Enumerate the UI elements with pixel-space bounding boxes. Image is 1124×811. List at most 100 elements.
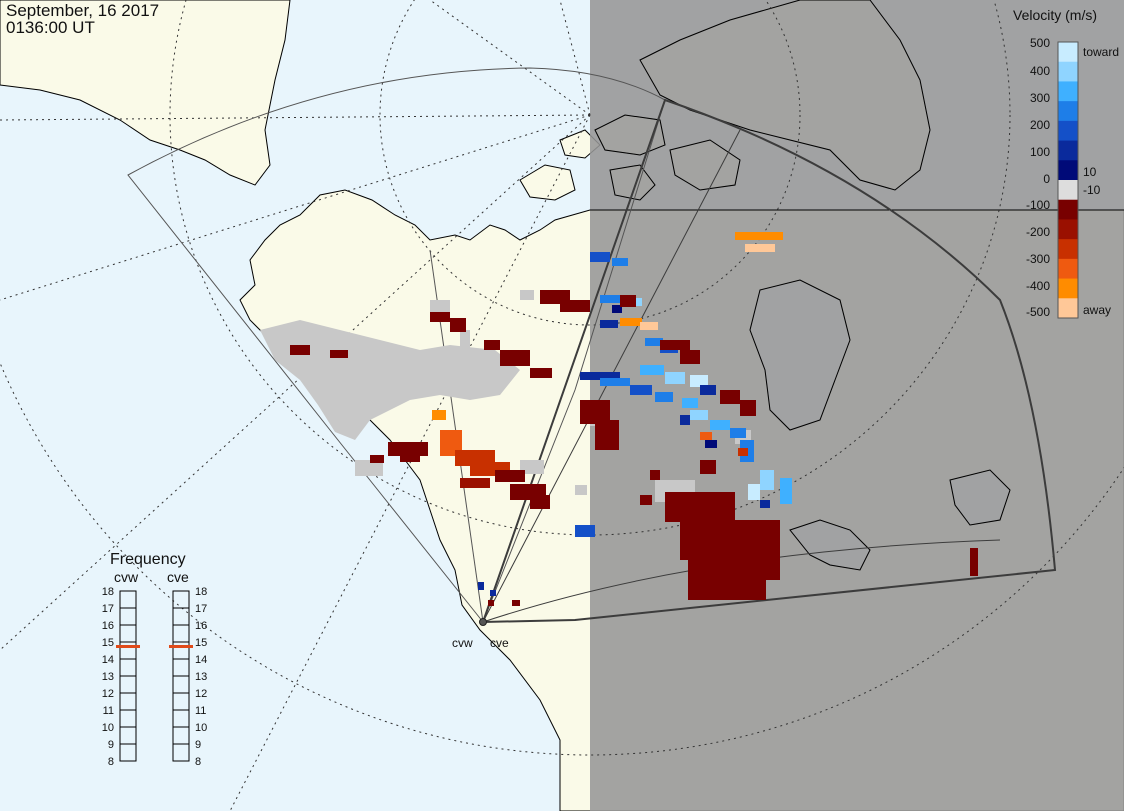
velocity-cell bbox=[495, 470, 525, 482]
night-coastlines bbox=[590, 0, 1124, 571]
velocity-toward-label: toward bbox=[1083, 45, 1119, 59]
velocity-cell bbox=[440, 430, 462, 456]
header-time: 0136:00 UT bbox=[6, 18, 95, 37]
velocity-cell bbox=[512, 600, 520, 606]
frequency-level-label: 17 bbox=[102, 603, 114, 615]
velocity-cell bbox=[738, 448, 748, 456]
velocity-tick-label: 400 bbox=[1030, 64, 1050, 78]
velocity-swatch bbox=[1058, 101, 1078, 122]
radar-east-label: cve bbox=[490, 636, 509, 650]
velocity-swatch bbox=[1058, 298, 1078, 319]
velocity-cell bbox=[432, 410, 446, 420]
velocity-cell bbox=[650, 470, 660, 480]
velocity-cell bbox=[690, 375, 708, 387]
velocity-cell bbox=[370, 455, 384, 463]
velocity-tick-label: 200 bbox=[1030, 118, 1050, 132]
velocity-tick-label: -400 bbox=[1026, 279, 1050, 293]
velocity-cell bbox=[612, 258, 628, 266]
velocity-cell bbox=[600, 295, 630, 303]
frequency-level-label: 11 bbox=[195, 705, 206, 717]
velocity-swatch bbox=[1058, 278, 1078, 299]
velocity-cell bbox=[620, 318, 642, 326]
velocity-cell bbox=[400, 452, 420, 462]
velocity-cell bbox=[680, 350, 700, 360]
velocity-swatch bbox=[1058, 258, 1078, 280]
velocity-cell bbox=[730, 428, 746, 438]
velocity-cell bbox=[700, 385, 716, 395]
velocity-swatch bbox=[1058, 219, 1078, 240]
velocity-cell bbox=[655, 392, 673, 402]
velocity-cell bbox=[484, 340, 500, 350]
velocity-cell bbox=[665, 372, 685, 384]
frequency-level-label: 12 bbox=[102, 688, 114, 700]
night-shading bbox=[590, 0, 1124, 811]
frequency-marker bbox=[116, 645, 140, 648]
frequency-panel: Frequency cvw cve 1817161514131211109818… bbox=[102, 551, 208, 768]
velocity-cell bbox=[745, 244, 775, 252]
velocity-cell bbox=[700, 432, 712, 440]
velocity-cell bbox=[680, 356, 700, 364]
velocity-cell bbox=[748, 484, 760, 500]
velocity-tick-label: -200 bbox=[1026, 225, 1050, 239]
velocity-cell bbox=[430, 312, 450, 322]
frequency-level-label: 8 bbox=[195, 756, 201, 768]
velocity-cell bbox=[580, 372, 620, 380]
velocity-swatch bbox=[1058, 120, 1078, 142]
velocity-swatch bbox=[1058, 81, 1078, 102]
velocity-cell bbox=[640, 322, 658, 330]
velocity-cell bbox=[705, 440, 717, 448]
velocity-cell bbox=[640, 495, 652, 505]
frequency-level-label: 18 bbox=[195, 586, 207, 598]
velocity-cell bbox=[700, 460, 716, 474]
velocity-cell bbox=[575, 525, 595, 537]
header-date: September, 16 2017 bbox=[6, 1, 160, 20]
frequency-level-label: 15 bbox=[195, 637, 207, 649]
radar-site-marker bbox=[479, 618, 487, 626]
frequency-level-label: 10 bbox=[195, 722, 207, 734]
velocity-legend-title: Velocity (m/s) bbox=[1013, 7, 1097, 23]
frequency-level-label: 15 bbox=[102, 637, 114, 649]
frequency-level-label: 9 bbox=[108, 739, 114, 751]
frequency-level-label: 13 bbox=[195, 671, 207, 683]
velocity-cell bbox=[660, 340, 690, 350]
frequency-level-label: 12 bbox=[195, 688, 207, 700]
frequency-level-label: 8 bbox=[108, 756, 114, 768]
frequency-marker bbox=[169, 645, 193, 648]
frequency-title: Frequency bbox=[110, 551, 186, 568]
velocity-cell bbox=[682, 398, 698, 408]
velocity-cell bbox=[720, 390, 740, 404]
velocity-cell bbox=[760, 470, 774, 490]
frequency-level-label: 11 bbox=[103, 705, 114, 717]
velocity-cell bbox=[760, 500, 770, 508]
velocity-cell bbox=[500, 350, 530, 366]
frequency-level-label: 18 bbox=[102, 586, 114, 598]
velocity-cell bbox=[600, 320, 618, 328]
velocity-cell bbox=[600, 378, 630, 386]
velocity-cell bbox=[665, 492, 735, 522]
velocity-cell bbox=[640, 365, 664, 375]
frequency-level-label: 9 bbox=[195, 739, 201, 751]
velocity-cell bbox=[710, 420, 730, 430]
velocity-cell bbox=[290, 345, 310, 355]
velocity-cell bbox=[488, 600, 494, 606]
velocity-tick-label: 0 bbox=[1043, 172, 1050, 186]
velocity-cell bbox=[630, 385, 652, 395]
velocity-cell bbox=[680, 415, 690, 425]
velocity-cell bbox=[735, 232, 783, 240]
frequency-cvw-label: cvw bbox=[114, 569, 139, 585]
velocity-color-bar bbox=[1057, 41, 1079, 319]
radar-west-label: cvw bbox=[452, 636, 473, 650]
velocity-tick-label: -500 bbox=[1026, 305, 1050, 319]
velocity-cell bbox=[740, 400, 756, 416]
frequency-level-label: 17 bbox=[195, 603, 207, 615]
velocity-tick-label: -100 bbox=[1026, 198, 1050, 212]
velocity-cell bbox=[645, 338, 663, 346]
frequency-cve-label: cve bbox=[167, 569, 189, 585]
velocity-away-label: away bbox=[1083, 303, 1111, 317]
velocity-cell bbox=[530, 495, 550, 509]
velocity-cell bbox=[490, 590, 496, 596]
velocity-cell bbox=[595, 420, 619, 450]
frequency-level-label: 16 bbox=[195, 620, 207, 632]
